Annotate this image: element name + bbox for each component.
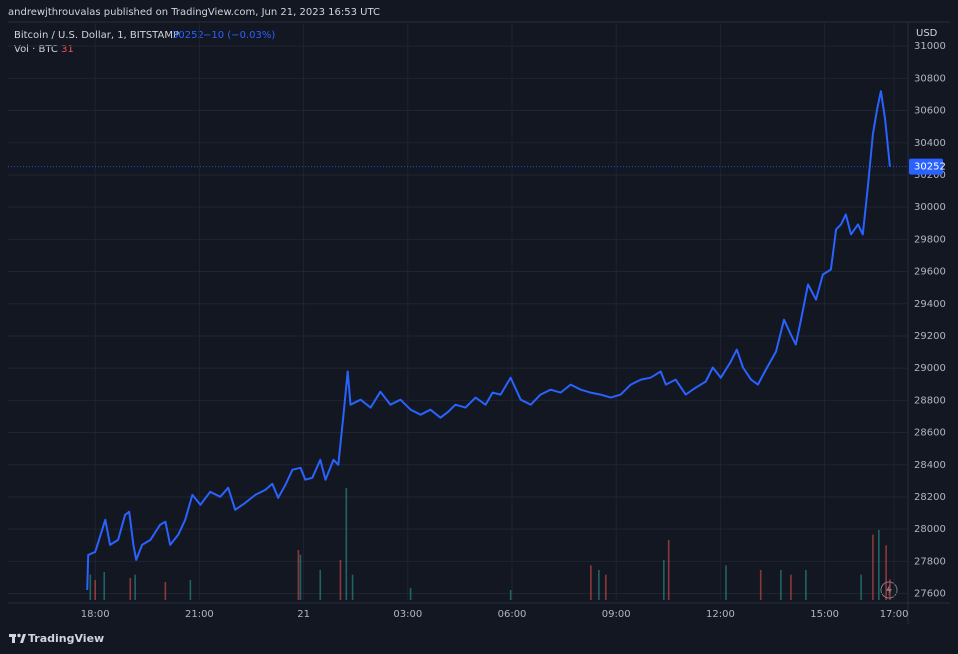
y-tick-label: 28000: [914, 524, 946, 535]
y-tick-label: 28400: [914, 460, 946, 471]
volume-bar: [103, 571, 106, 600]
volume-bar: [725, 565, 727, 600]
volume-bar: [297, 549, 300, 600]
volume-bar: [94, 579, 96, 600]
x-tick-label: 03:00: [393, 609, 422, 620]
volume-bar: [339, 559, 342, 600]
volume-label: Vol · BTC: [14, 44, 58, 55]
volume-bar: [805, 569, 807, 600]
volume-bar: [663, 559, 665, 600]
brand-logo: [9, 633, 26, 643]
symbol-title: Bitcoin / U.S. Dollar, 1, BITSTAMP: [14, 30, 179, 41]
last-price-tag: [909, 158, 943, 175]
y-tick-label: 28800: [914, 395, 946, 406]
grid: [8, 22, 908, 600]
volume-bar: [605, 574, 607, 600]
volume-bar: [878, 529, 880, 600]
y-tick-label: 30000: [914, 202, 946, 213]
volume-bar: [872, 534, 874, 600]
volume-bar: [299, 554, 302, 600]
y-tick-label: 29000: [914, 363, 946, 374]
volume-bar: [409, 587, 412, 600]
volume-bar: [345, 487, 348, 600]
volume-bar: [129, 577, 132, 600]
y-tick-label: 29600: [914, 267, 946, 278]
y-unit: USD: [916, 28, 938, 39]
last-volume: 31: [61, 44, 74, 55]
volume-bar: [89, 574, 92, 600]
price-change: −10 (−0.03%): [203, 30, 275, 41]
y-tick-label: 29800: [914, 234, 946, 245]
y-tick-label: 30800: [914, 73, 946, 84]
x-tick-label: 21: [297, 609, 310, 620]
replay-icon[interactable]: [880, 581, 898, 599]
volume-bar: [860, 574, 862, 600]
volume-bar: [790, 574, 792, 600]
y-tick-label: 30600: [914, 106, 946, 117]
volume-bar: [351, 574, 354, 600]
replay-icon-bolt: [886, 584, 892, 596]
y-tick-label: 31000: [914, 41, 946, 52]
volume-bar: [759, 569, 762, 600]
x-tick-label: 12:00: [706, 609, 735, 620]
y-tick-label: 28200: [914, 492, 946, 503]
y-tick-label: 28600: [914, 428, 946, 439]
x-tick-label: 17:00: [880, 609, 909, 620]
volume-bar: [509, 589, 512, 600]
volume-bar: [885, 545, 887, 600]
price-line: [86, 90, 891, 591]
x-tick-label: 18:00: [81, 609, 110, 620]
volume-bar: [590, 565, 592, 600]
last-price: 30252: [172, 30, 204, 41]
y-tick-label: 30200: [914, 170, 946, 181]
y-tick-label: 27600: [914, 589, 946, 600]
last-price-tag-label: 30252: [914, 162, 946, 173]
y-tick-label: 27800: [914, 556, 946, 567]
brand: TradingView: [28, 632, 104, 645]
volume-bar: [889, 579, 891, 600]
x-tick-label: 09:00: [602, 609, 631, 620]
x-tick-label: 21:00: [185, 609, 214, 620]
volume-bar: [134, 574, 136, 600]
published-note: andrewjthrouvalas published on TradingVi…: [8, 7, 380, 18]
x-tick-label: 06:00: [498, 609, 527, 620]
volume-bar: [189, 579, 192, 600]
volume-bar: [164, 581, 167, 600]
x-tick-label: 15:00: [810, 609, 839, 620]
volume-bar: [667, 539, 670, 600]
volume-bar: [598, 569, 600, 600]
volume-bar: [319, 569, 322, 600]
volume-bar: [780, 569, 782, 600]
y-tick-label: 29200: [914, 331, 946, 342]
y-tick-label: 29400: [914, 299, 946, 310]
y-tick-label: 30400: [914, 138, 946, 149]
